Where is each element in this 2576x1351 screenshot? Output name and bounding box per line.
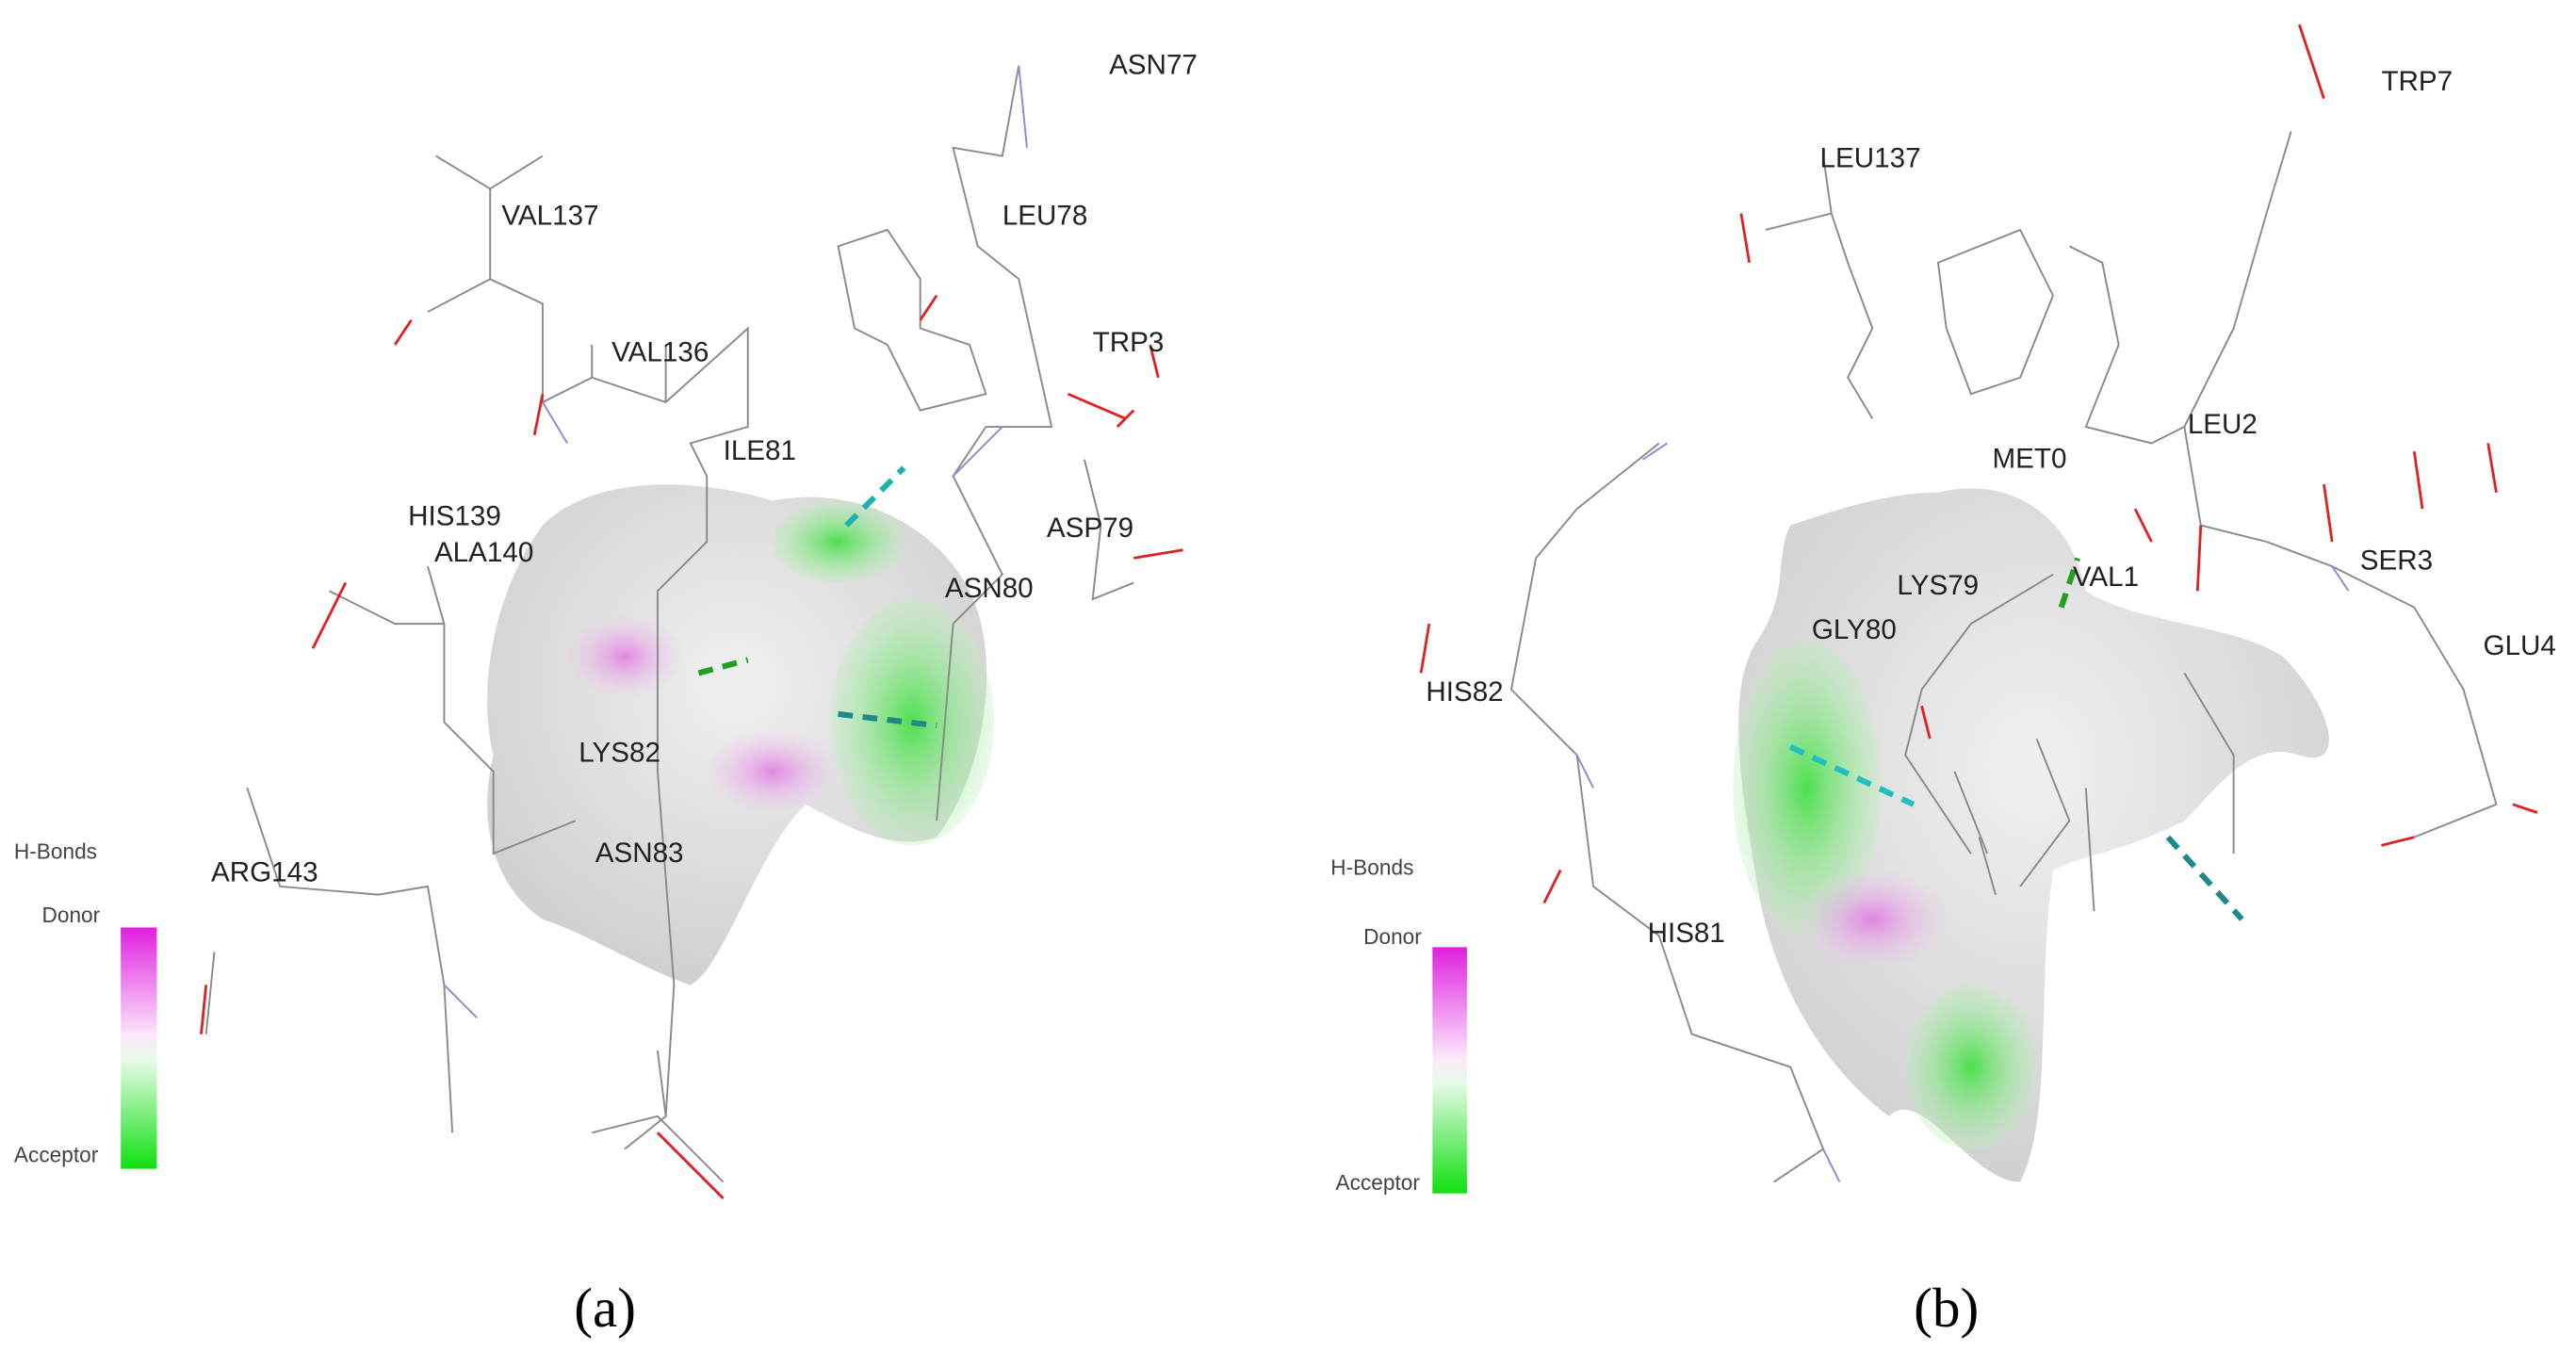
residue-label: HIS82 <box>1426 676 1503 708</box>
acceptor-region <box>772 500 905 583</box>
residue-label: LYS82 <box>579 737 660 768</box>
caption: (a) <box>574 1277 636 1339</box>
residue-label: TRP7 <box>2381 66 2453 97</box>
residue-label: MET0 <box>1992 444 2066 475</box>
hbond-legend-bar <box>121 927 157 1169</box>
legend-top: Donor <box>42 903 101 927</box>
residue-sticks <box>200 65 1183 1199</box>
residue-label: GLY80 <box>1812 614 1897 645</box>
legend-title: H-Bonds <box>14 838 97 863</box>
donor-region <box>707 730 839 813</box>
residue-label: GLU4 <box>2483 630 2555 661</box>
h-bond <box>844 465 906 528</box>
residue-label: TRP3 <box>1093 327 1165 358</box>
legend-top: Donor <box>1363 924 1422 949</box>
h-bond <box>1788 744 1916 807</box>
residue-label: ASN77 <box>1109 49 1198 80</box>
hbond-legend-bar <box>1432 947 1467 1194</box>
residue-label: HIS139 <box>408 501 501 532</box>
residue-label: VAL136 <box>611 336 709 367</box>
legend-bottom: Acceptor <box>1336 1170 1421 1195</box>
panel-a: ASN77 VAL137 LEU78 VAL136 TRP3 ILE81 HIS… <box>14 49 1198 1338</box>
legend-bottom: Acceptor <box>14 1143 99 1167</box>
acceptor-region <box>1733 640 1882 936</box>
residue-label: ASN83 <box>595 838 684 869</box>
h-bond <box>697 657 749 676</box>
donor-region <box>1798 870 1947 969</box>
residue-label: LEU78 <box>1003 201 1088 232</box>
residue-label: ALA140 <box>434 537 533 568</box>
donor-region <box>567 615 683 698</box>
residue-sticks <box>1419 24 2538 1183</box>
residue-label: LYS79 <box>1897 570 1979 601</box>
residue-label: LEU137 <box>1820 143 1921 174</box>
residue-label: VAL1 <box>2073 562 2139 593</box>
h-bond <box>838 710 937 729</box>
residue-label: ARG143 <box>211 857 318 888</box>
caption: (b) <box>1914 1277 1979 1339</box>
residue-label: HIS81 <box>1648 918 1725 949</box>
h-bond <box>2058 557 2080 609</box>
legend-title: H-Bonds <box>1330 855 1413 880</box>
h-bond <box>2165 835 2244 921</box>
acceptor-region <box>1905 985 2037 1149</box>
residue-label: ASP79 <box>1047 513 1133 544</box>
residue-label: ASN80 <box>945 573 1034 604</box>
surface <box>1738 488 2329 1182</box>
residue-label: LEU2 <box>2188 409 2258 440</box>
panel-b: TRP7 LEU137 MET0 LEU2 VAL1 LYS79 SER3 GL… <box>1330 24 2556 1339</box>
residue-label: ILE81 <box>724 435 796 466</box>
residue-label: VAL137 <box>501 201 598 232</box>
surface <box>487 484 987 985</box>
residue-label: SER3 <box>2360 545 2433 577</box>
